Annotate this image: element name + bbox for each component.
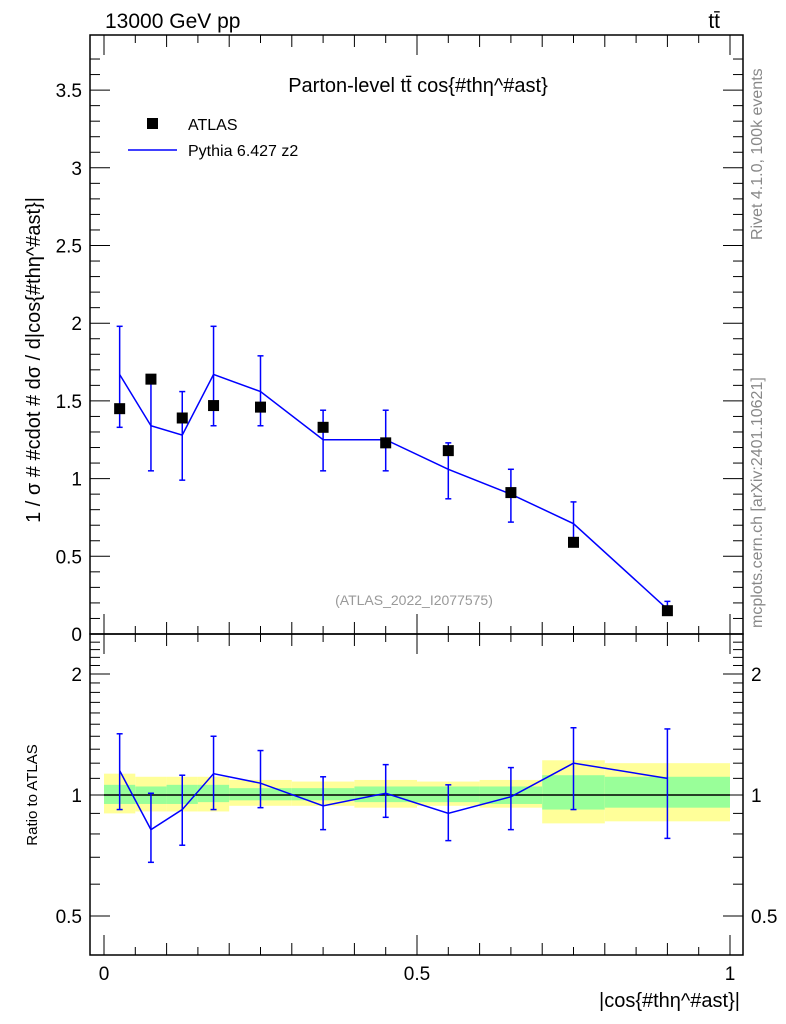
y-tick-label: 1 [71,470,82,491]
ratio-y-tick-label: 0.5 [56,907,82,928]
legend-label-pythia: Pythia 6.427 z2 [188,143,298,160]
rivet-label: Rivet 4.1.0, 100k events [749,68,766,240]
atlas-data-point [176,412,188,424]
x-axis-label: |cos{#thη^#ast}| [599,990,740,1012]
atlas-data-point [114,403,126,415]
atlas-data-point [505,487,517,499]
atlas-data-point [568,536,579,548]
ratio-y-tick-label-right: 0.5 [751,907,777,928]
y-tick-label: 0 [71,625,82,646]
analysis-annotation: (ATLAS_2022_I2077575) [335,592,493,608]
header-energy: 13000 GeV pp [105,10,240,33]
ratio-y-axis-label: Ratio to ATLAS [24,744,41,845]
ratio-y-tick-label: 2 [71,665,82,686]
y-tick-label: 2.5 [56,237,82,258]
header-process: tt̄ [708,10,720,33]
y-tick-label: 1.5 [56,392,82,413]
mcplots-label: mcplots.cern.ch [arXiv:2401.10621] [749,377,766,628]
atlas-data-point [442,445,454,457]
x-tick-label: 0.5 [404,964,430,985]
atlas-data-point [145,373,157,385]
legend-marker-atlas [147,118,158,129]
pythia-line [119,373,668,610]
atlas-data-point [380,437,392,449]
x-tick-label: 0 [99,964,110,985]
legend-label-atlas: ATLAS [188,117,238,134]
y-tick-label: 3.5 [56,81,82,102]
atlas-data-point [661,605,673,617]
y-tick-label: 3 [71,159,82,180]
y-tick-label: 2 [71,314,82,335]
ratio-y-tick-label: 1 [71,786,82,807]
ratio-y-tick-label-right: 2 [751,665,762,686]
chart-title: Parton-level tt̄ cos{#thη^#ast} [288,75,548,97]
x-tick-label: 1 [725,964,736,985]
atlas-data-point [255,401,266,413]
y-axis-label: 1 / σ # #cdot # dσ / d|cos{#thη^#ast}| [23,197,45,523]
ratio-y-tick-label-right: 1 [751,786,762,807]
y-tick-label: 0.5 [56,547,82,568]
atlas-data-point [208,400,220,412]
atlas-data-point [317,421,329,433]
